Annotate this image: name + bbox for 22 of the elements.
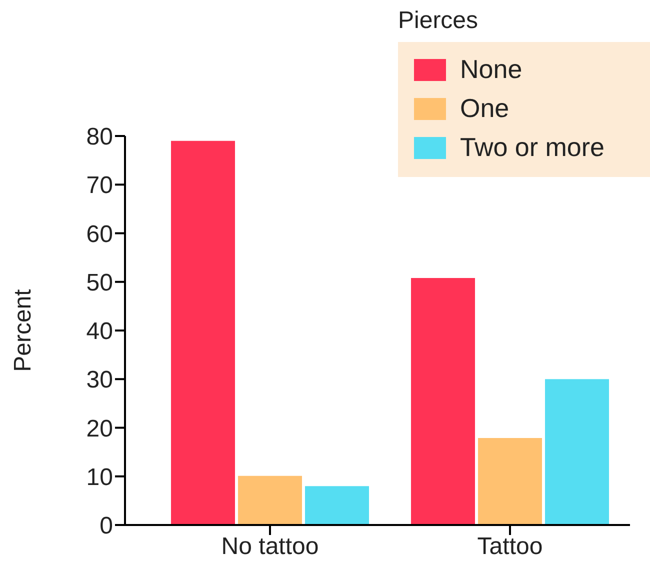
y-axis-title: Percent — [10, 288, 37, 372]
bar — [478, 438, 542, 525]
bar — [238, 476, 302, 525]
legend-label: None — [460, 54, 522, 85]
legend-label: Two or more — [460, 132, 604, 163]
y-tick-label: 30 — [86, 366, 113, 394]
y-tick-label: 70 — [86, 172, 113, 200]
legend-label: One — [460, 93, 510, 124]
bar — [171, 140, 235, 525]
legend-title: Pierces — [398, 6, 480, 36]
x-tick-label: No tattoo — [221, 533, 319, 560]
bar — [545, 379, 609, 525]
y-tick-label: 80 — [86, 124, 113, 151]
y-tick-label: 20 — [86, 415, 113, 442]
bar — [411, 278, 475, 525]
y-tick-label: 60 — [86, 220, 113, 248]
y-tick-label: 50 — [86, 269, 113, 296]
y-tick-label: 40 — [86, 318, 113, 346]
y-tick-label: 10 — [86, 464, 113, 491]
x-tick-label: Tattoo — [477, 533, 543, 560]
bar — [305, 486, 369, 525]
y-tick-label: 0 — [100, 512, 113, 540]
